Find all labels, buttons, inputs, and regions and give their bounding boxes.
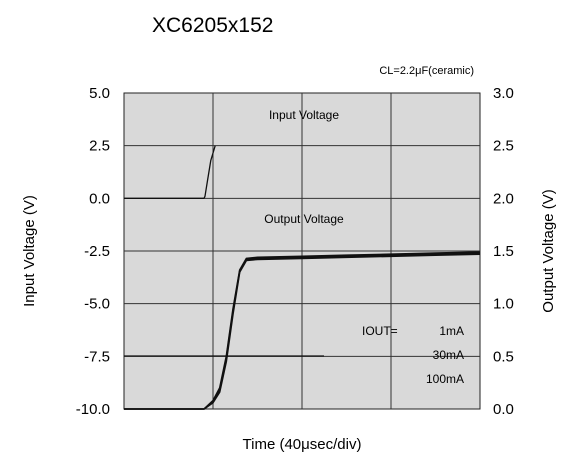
condition-label: CL=2.2μF(ceramic)	[379, 65, 474, 77]
left-tick-labels: 5.0 2.5 0.0 -2.5 -5.0 -7.5 -10.0	[76, 85, 110, 418]
right-tick-label: 1.0	[493, 296, 514, 313]
right-tick-label: 0.5	[493, 348, 514, 365]
left-tick-label: 5.0	[89, 85, 110, 102]
right-tick-label: 2.5	[493, 138, 514, 155]
left-tick-label: -2.5	[84, 243, 110, 260]
iout-label: IOUT=	[362, 324, 398, 338]
left-tick-label: -5.0	[84, 296, 110, 313]
left-tick-label: -7.5	[84, 348, 110, 365]
left-tick-label: 2.5	[89, 138, 110, 155]
series-line-100ma	[124, 253, 481, 410]
right-tick-label: 2.0	[493, 190, 514, 207]
output-voltage-label: Output Voltage	[264, 212, 344, 226]
iout-value-2: 30mA	[433, 348, 464, 362]
left-axis-label: Input Voltage (V)	[21, 195, 38, 307]
right-tick-label: 1.5	[493, 243, 514, 260]
left-tick-label: -10.0	[76, 401, 110, 418]
iout-value-1: 1mA	[439, 324, 464, 338]
right-axis-label: Output Voltage (V)	[540, 189, 557, 312]
series-lines	[124, 145, 481, 410]
right-tick-label: 0.0	[493, 401, 514, 418]
right-tick-labels: 3.0 2.5 2.0 1.5 1.0 0.5 0.0	[493, 85, 514, 418]
series-line-input-voltage	[124, 145, 216, 199]
left-tick-label: 0.0	[89, 190, 110, 207]
x-axis-label: Time (40μsec/div)	[243, 436, 362, 453]
iout-value-3: 100mA	[426, 372, 464, 386]
right-tick-label: 3.0	[493, 85, 514, 102]
input-voltage-label: Input Voltage	[269, 108, 339, 122]
chart-title: XC6205x152	[152, 14, 273, 37]
